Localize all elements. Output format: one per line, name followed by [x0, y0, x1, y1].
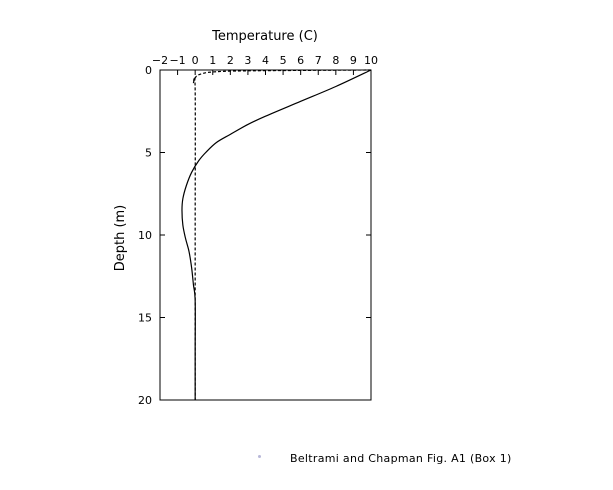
y-tick-label: 10	[138, 229, 152, 242]
x-tick-label: 10	[364, 54, 378, 67]
y-tick-label: 20	[138, 394, 152, 407]
figure-caption: Beltrami and Chapman Fig. A1 (Box 1)	[290, 452, 512, 465]
x-tick-label: 0	[192, 54, 199, 67]
x-axis-ticks: −2 −1 0 1 2 3 4 5 6 7 8 9 10	[152, 54, 378, 75]
y-axis-title: Depth (m)	[113, 205, 128, 272]
x-tick-label: 6	[297, 54, 304, 67]
y-tick-label: 0	[145, 64, 152, 77]
x-tick-label: 5	[280, 54, 287, 67]
y-tick-label: 5	[145, 147, 152, 160]
stray-dot	[258, 455, 261, 458]
y-axis-ticks: 0 5 10 15 20	[138, 64, 371, 407]
plot-frame	[159, 69, 372, 401]
solid-series-line	[181, 69, 372, 400]
x-axis-title: Temperature (C)	[211, 29, 318, 44]
dashed-series-line	[192, 69, 372, 400]
y-tick-label: 15	[138, 312, 152, 325]
x-tick-label: −1	[169, 54, 185, 67]
x-tick-label: 9	[350, 54, 357, 67]
x-tick-label: 8	[332, 54, 339, 67]
series-layer	[181, 69, 372, 400]
x-tick-label: 1	[209, 54, 216, 67]
x-tick-label: 7	[315, 54, 322, 67]
x-tick-label: 4	[262, 54, 269, 67]
x-tick-label: 3	[244, 54, 251, 67]
x-tick-label: 2	[227, 54, 234, 67]
x-tick-label: −2	[152, 54, 168, 67]
